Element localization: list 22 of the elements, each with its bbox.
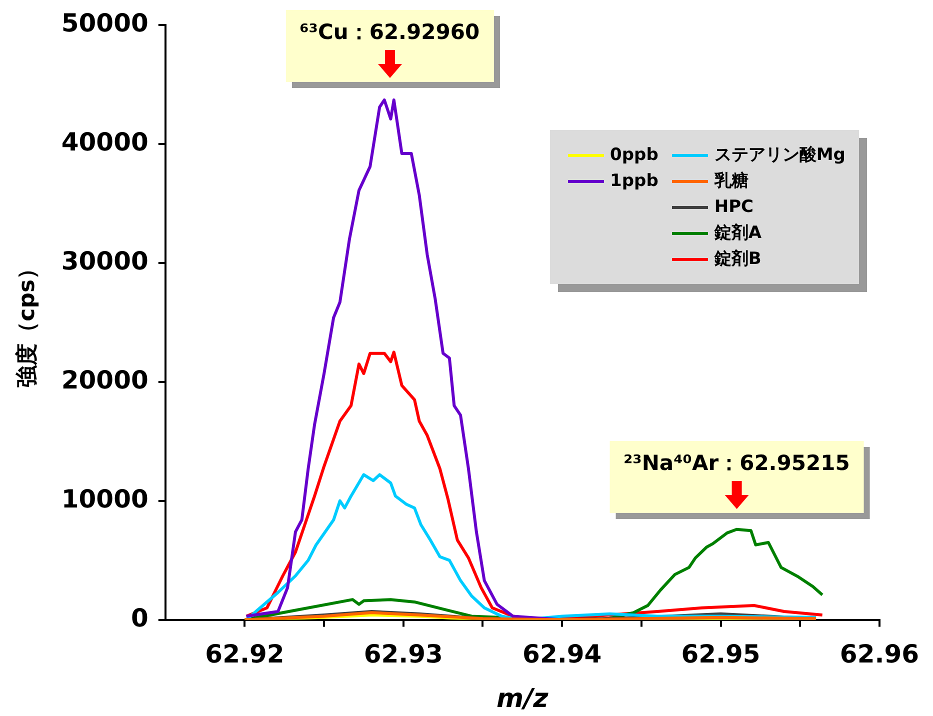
y-tick-label: 30000 bbox=[61, 246, 148, 276]
legend-label: 錠剤A bbox=[714, 222, 762, 245]
legend-label: HPC bbox=[714, 196, 754, 219]
x-axis-title: m/z bbox=[496, 684, 550, 714]
legend-label: 1ppb bbox=[610, 170, 658, 193]
x-tick-label: 62.94 bbox=[522, 639, 602, 668]
legend-label: 0ppb bbox=[610, 144, 658, 167]
legend-label: ステアリン酸Mg bbox=[714, 144, 846, 167]
annotation: ⁶³Cu：62.92960 bbox=[300, 18, 480, 46]
y-tick-label: 20000 bbox=[61, 365, 148, 394]
legend-label: 錠剤B bbox=[714, 248, 762, 271]
x-tick-label: 62.95 bbox=[681, 639, 760, 668]
y-axis-title: 強度（cps） bbox=[14, 257, 40, 388]
y-tick-label: 0 bbox=[130, 603, 148, 632]
legend-label: 乳糖 bbox=[714, 170, 748, 193]
x-tick-label: 62.93 bbox=[364, 639, 443, 668]
y-tick-label: 10000 bbox=[61, 484, 148, 514]
y-tick-label: 40000 bbox=[61, 127, 148, 156]
x-tick-label: 62.92 bbox=[205, 639, 284, 668]
y-tick-label: 50000 bbox=[61, 8, 148, 38]
annotation: ²³Na⁴⁰Ar：62.95215 bbox=[623, 450, 850, 477]
x-tick-label: 62.96 bbox=[840, 639, 919, 668]
